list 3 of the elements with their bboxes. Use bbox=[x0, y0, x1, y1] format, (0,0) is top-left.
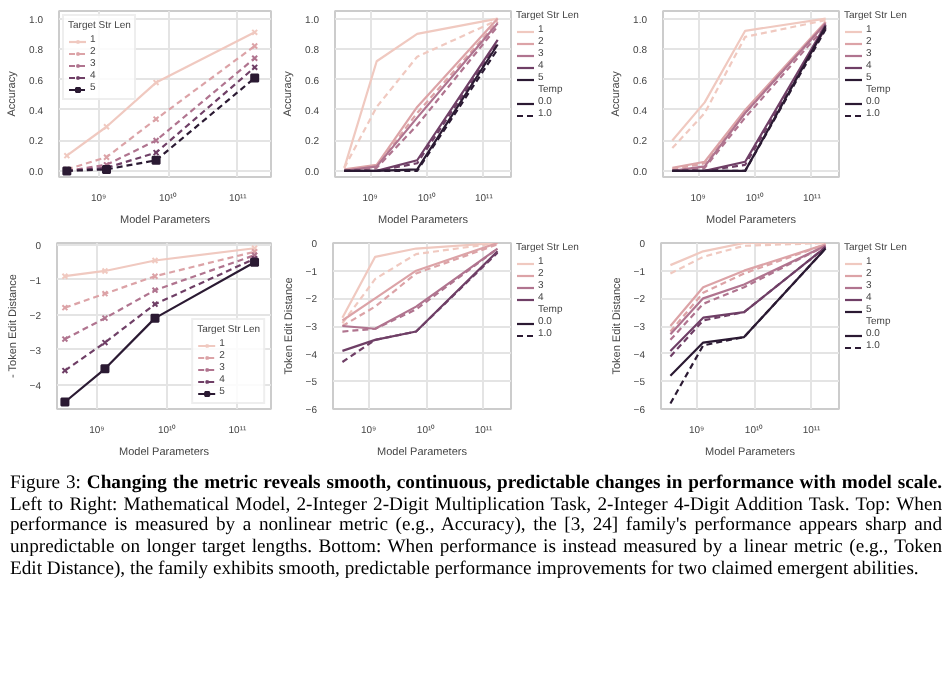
caption: Figure 3: bbox=[10, 472, 81, 494]
text: Left to Right: Mathematical Model, 2-Integer 2-Digit Multiplication Task, 2-Integer 4-Digit Addition Task. Top: When performance is measured by a nonlinear metric (e.g., Accuracy), the [3, 24] family's performance appears sharp and unpredictable on longer target lengths. Bottom: When performance is instead measured by a linear metric (e.g., Token Edit Distance), the family exhibits smooth, predictable performance improvements for two claimed emergent abilities. bbox=[10, 493, 942, 580]
text: Changing the metric reveals smooth, continuous, predictable changes in performance with model scale. bbox=[86, 472, 942, 494]
